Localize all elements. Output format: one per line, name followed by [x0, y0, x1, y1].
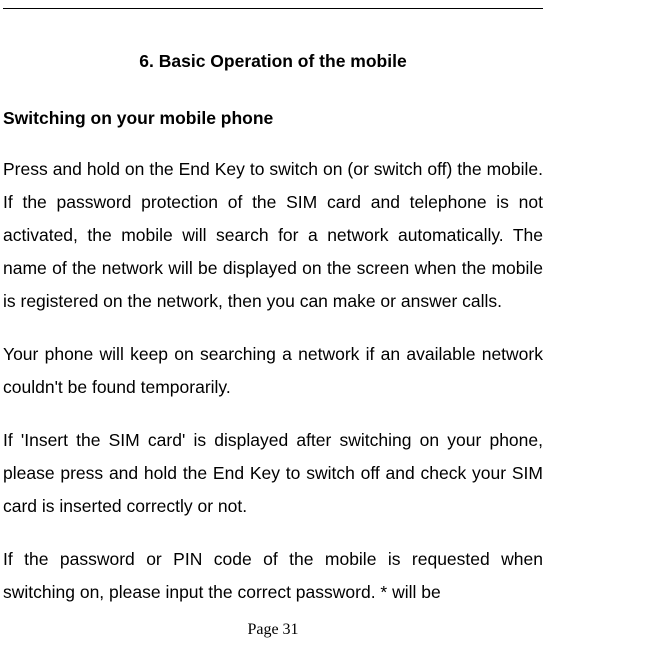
document-page: 6. Basic Operation of the mobile Switchi…	[3, 0, 543, 609]
page-number: Page 31	[3, 621, 543, 639]
chapter-title: 6. Basic Operation of the mobile	[3, 51, 543, 72]
body-paragraph: Your phone will keep on searching a netw…	[3, 338, 543, 404]
header-rule	[3, 8, 543, 9]
body-paragraph: If the password or PIN code of the mobil…	[3, 543, 543, 609]
body-paragraph: Press and hold on the End Key to switch …	[3, 153, 543, 318]
body-paragraph: If 'Insert the SIM card' is displayed af…	[3, 424, 543, 523]
section-title: Switching on your mobile phone	[3, 108, 543, 129]
